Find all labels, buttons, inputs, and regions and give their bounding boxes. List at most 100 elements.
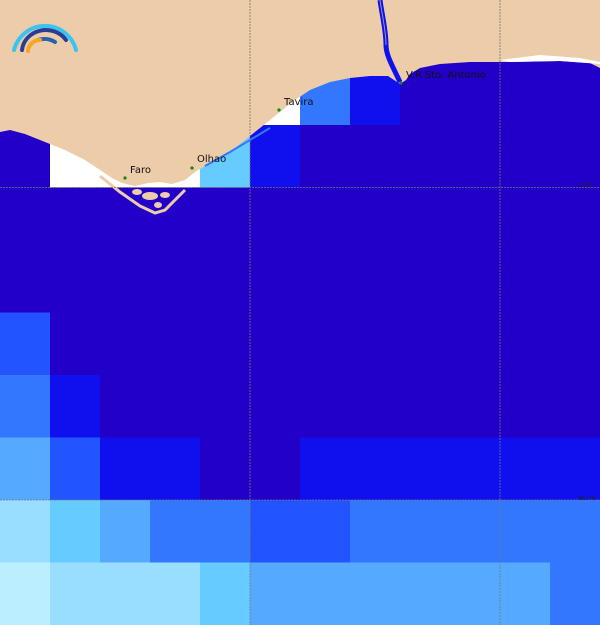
grid-cell [450, 187, 501, 251]
city-label-tavira: Tavira [283, 97, 314, 108]
grid-cell [350, 250, 401, 313]
grid-cell [350, 187, 401, 251]
grid-cell [350, 312, 401, 376]
grid-cell [550, 375, 600, 438]
city-label-vrsa: V.R Sto. Antonio [406, 70, 486, 81]
river-upper [379, 0, 387, 46]
grid-cell [450, 250, 501, 313]
grid-cell [200, 250, 251, 313]
land-mass [0, 0, 600, 186]
grid-cell [100, 250, 151, 313]
tidal-channel [204, 127, 271, 167]
grid-cell [400, 375, 451, 438]
grid-cell [150, 250, 201, 313]
grid-cell [100, 187, 151, 251]
grid-cell [100, 312, 151, 376]
grid-cell [500, 62, 551, 126]
grid-cell [400, 562, 451, 625]
city-dot-tavira [277, 108, 281, 112]
grid-cell [0, 312, 51, 376]
grid-cell [0, 187, 51, 251]
grid-cell [550, 250, 600, 313]
grid-cell [500, 562, 551, 625]
grid-cell [500, 125, 551, 188]
grid-cell [550, 562, 600, 625]
lat-label-upper: 37°N [580, 183, 593, 189]
grid-cell [100, 375, 151, 438]
grid-cell [500, 437, 551, 501]
grid-cell [300, 250, 351, 313]
grid-cell [200, 375, 251, 438]
city-label-faro: Faro [130, 165, 151, 176]
grid-cell [200, 500, 251, 563]
grid-cell [50, 500, 101, 563]
grid-cell [400, 437, 451, 501]
grid-cell [200, 437, 251, 501]
grid-cell [400, 125, 451, 188]
grid-cell [100, 500, 151, 563]
grid-cell [300, 500, 351, 563]
grid-cell [0, 437, 51, 501]
city-label-olhao: Olhao [197, 154, 226, 165]
city-dot-olhao [190, 166, 194, 170]
grid-cell [450, 562, 501, 625]
grid-cell [450, 125, 501, 188]
grid-cell [450, 62, 501, 126]
grid-cell [450, 312, 501, 376]
grid-cell [50, 250, 101, 313]
wave-arcs-logo-icon [12, 23, 78, 53]
grid-cell [250, 500, 301, 563]
grid-cell [0, 562, 51, 625]
grid-cell [150, 312, 201, 376]
grid-cell [400, 312, 451, 376]
grid-cell [50, 187, 101, 251]
grid-cell [550, 62, 600, 126]
grid-cell [150, 437, 201, 501]
grid-cell [450, 375, 501, 438]
grid-cell [300, 312, 351, 376]
grid-cell [200, 312, 251, 376]
city-dot-faro [123, 176, 127, 180]
grid-cell [550, 437, 600, 501]
grid-cell [250, 562, 301, 625]
grid-cell [0, 500, 51, 563]
grid-cell [100, 437, 151, 501]
city-dot-vrsa [399, 81, 403, 85]
grid-cell [300, 375, 351, 438]
grid-cell [250, 312, 301, 376]
grid-cell [0, 250, 51, 313]
lat-label-lower: 36.5°N [578, 496, 596, 502]
grid-cell [500, 375, 551, 438]
island [142, 192, 158, 200]
grid-cell [500, 250, 551, 313]
grid-cell [550, 187, 600, 251]
grid-cell [550, 312, 600, 376]
grid-cell [50, 437, 101, 501]
grid-cell [300, 437, 351, 501]
grid-cell [300, 187, 351, 251]
grid-cell [150, 562, 201, 625]
grid-cell [350, 125, 401, 188]
grid-cell [250, 375, 301, 438]
grid-cell [200, 562, 251, 625]
grid-cell [200, 187, 251, 251]
grid-cell [0, 375, 51, 438]
grid-cell [450, 500, 501, 563]
grid-cell [250, 250, 301, 313]
grid-cell [100, 562, 151, 625]
grid-cell [450, 437, 501, 501]
grid-cell [400, 500, 451, 563]
grid-cell [150, 500, 201, 563]
grid-cell [400, 250, 451, 313]
grid-cell [500, 312, 551, 376]
grid-cell [400, 187, 451, 251]
grid-cell [500, 500, 551, 563]
grid-cell [350, 500, 401, 563]
island [154, 202, 162, 208]
grid-cell [350, 562, 401, 625]
grid-cell [50, 312, 101, 376]
grid-cell [150, 375, 201, 438]
